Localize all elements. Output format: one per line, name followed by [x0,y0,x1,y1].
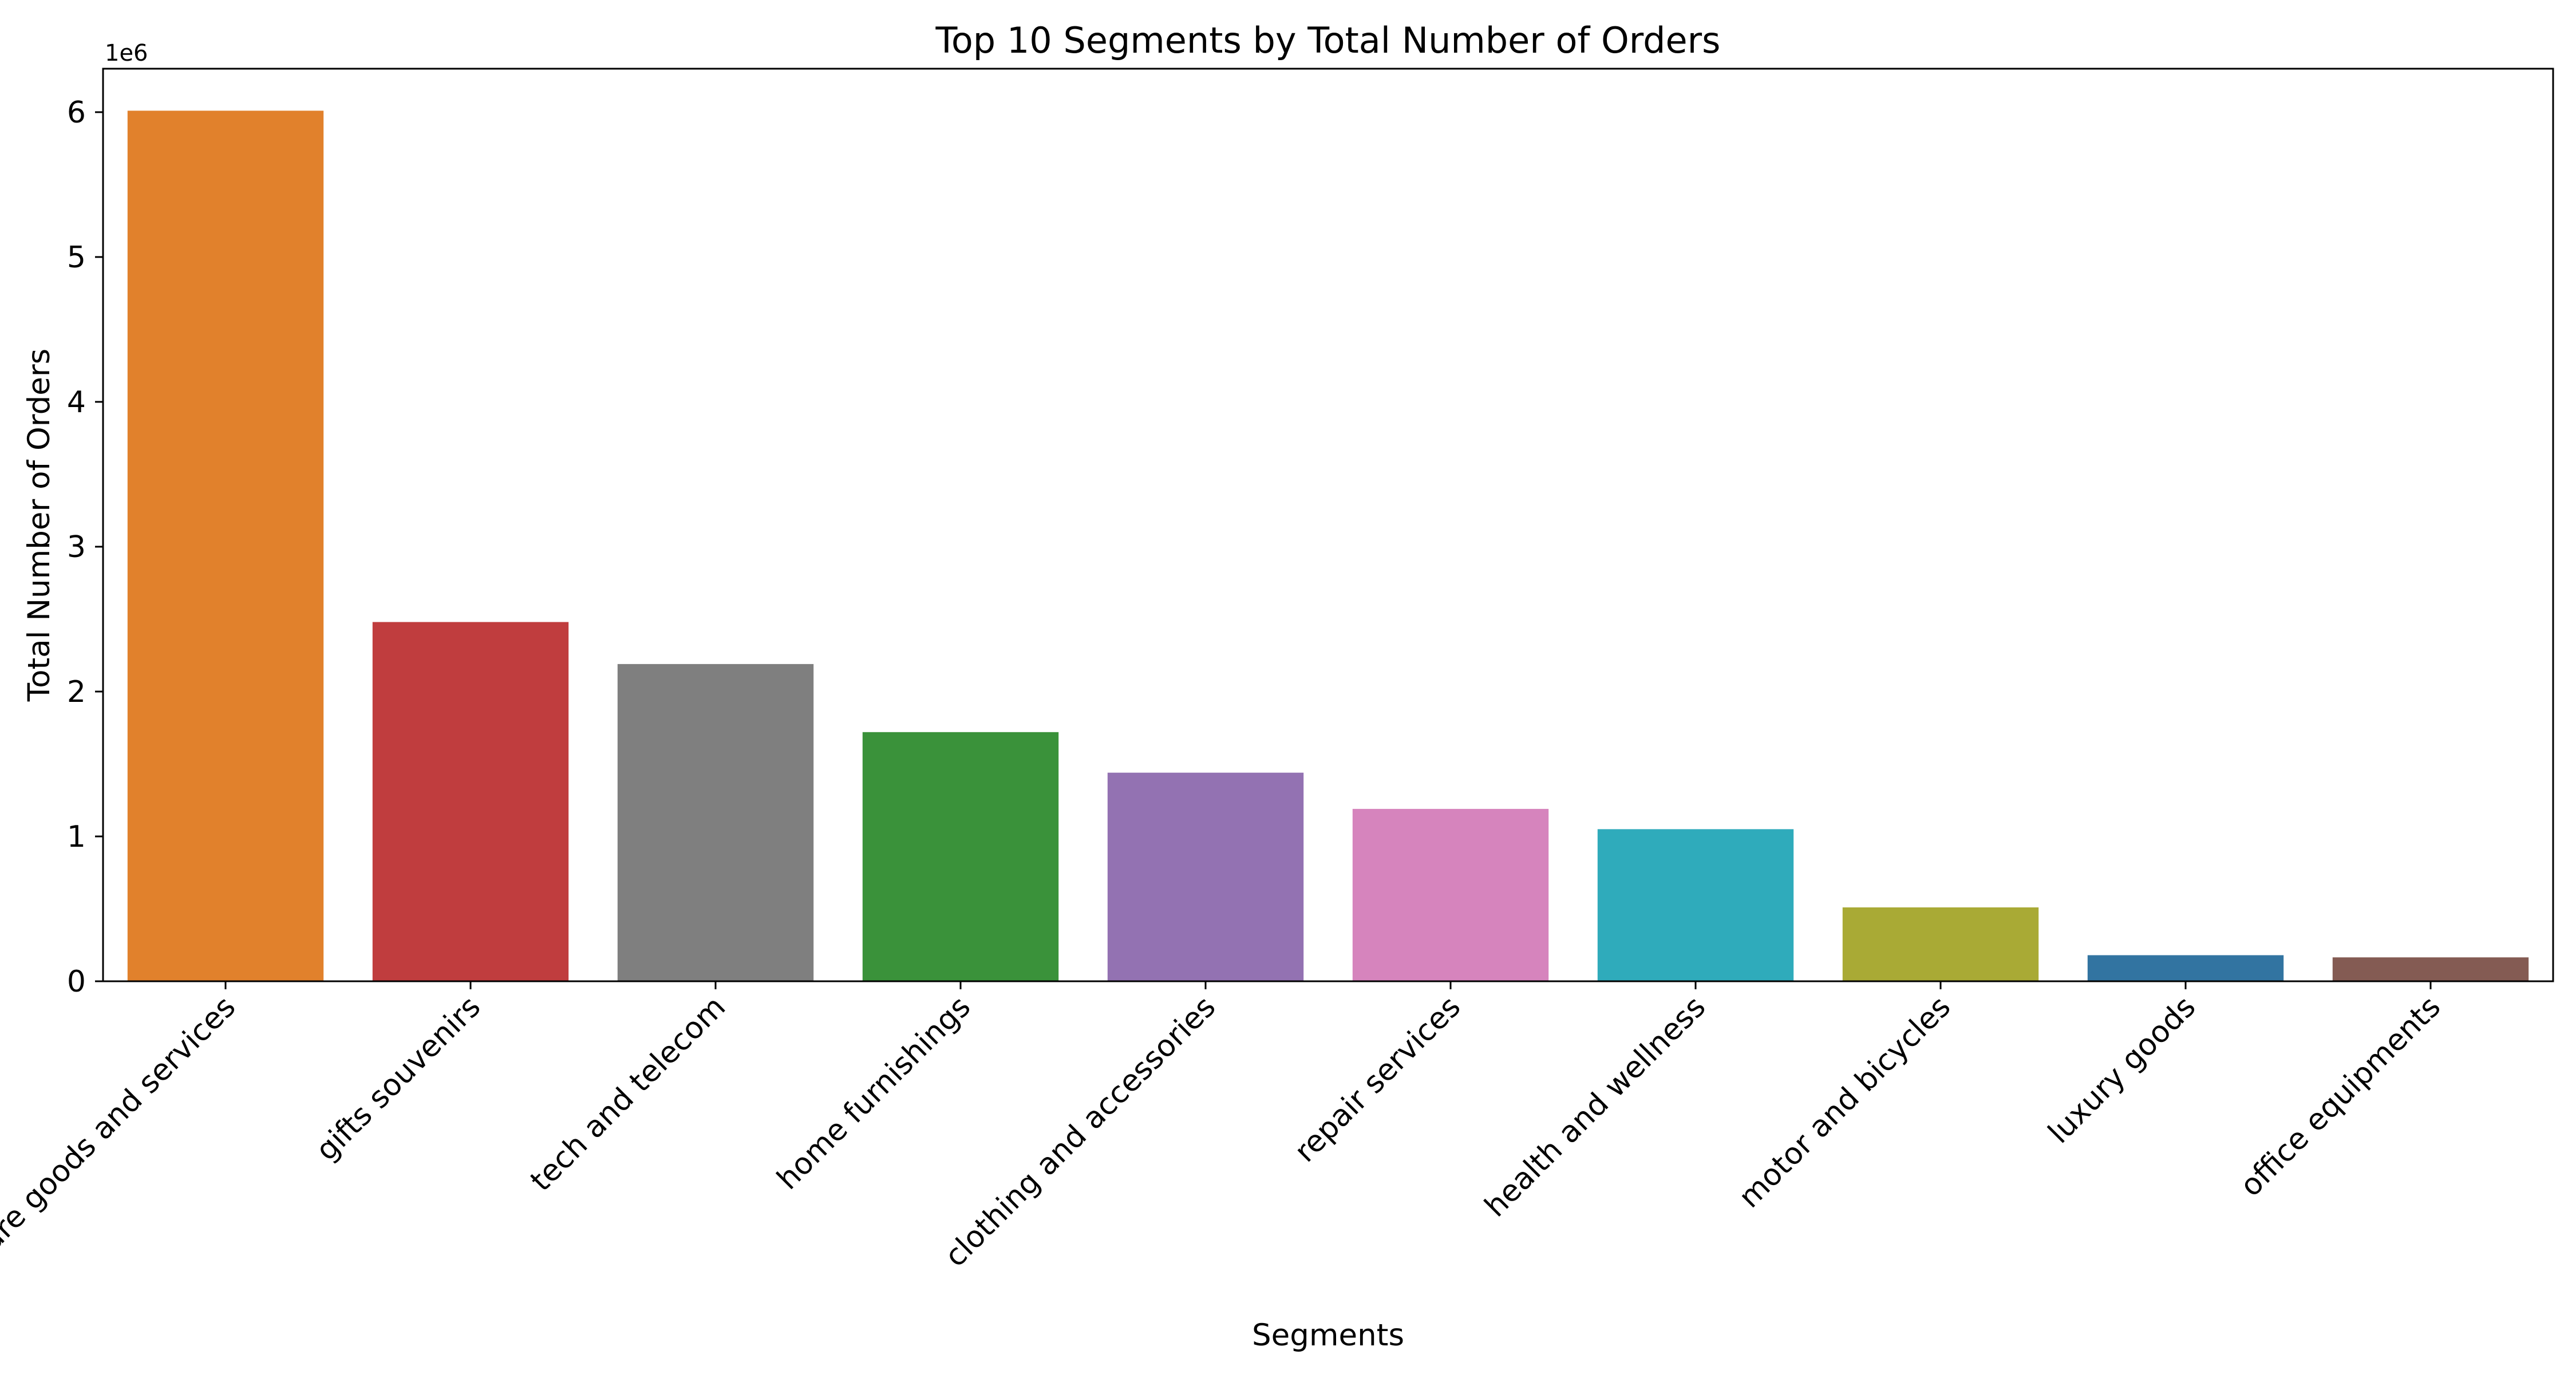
x-tick-label: repair services [1288,990,1467,1169]
y-axis-offset-label: 1e6 [105,40,148,66]
x-axis-ticks: leisure goods and services gifts souvenir… [0,981,2447,1294]
y-tick-label: 0 [67,965,86,999]
plot-frame [102,68,2554,982]
bar-leisure-goods-and-services [127,110,324,981]
x-tick-label: luxury goods [2042,990,2202,1150]
x-tick-label: motor and bicycles [1732,990,1957,1215]
bar-clothing-and-accessories [1107,772,1304,981]
x-axis-label: Segments [1252,1318,1404,1353]
bars-layer [127,110,2529,981]
x-tick-label: home furnishings [771,990,977,1197]
bar-gifts-souvenirs [372,622,569,981]
y-tick-label: 4 [67,385,86,420]
bar-luxury-goods [2087,955,2284,981]
y-axis-ticks: 0 1 2 3 4 5 6 [67,96,103,999]
y-tick-label: 3 [67,530,86,564]
x-tick-label: leisure goods and services [0,990,242,1294]
y-tick-label: 6 [67,96,86,130]
bar-health-and-wellness [1597,829,1794,981]
bar-repair-services [1352,808,1549,981]
bar-motor-and-bicycles [1842,907,2039,981]
x-tick-label: health and wellness [1478,990,1712,1224]
x-tick-label: office equipments [2234,990,2447,1203]
y-axis-label: Total Number of Orders [22,349,57,702]
y-tick-label: 5 [67,240,86,275]
y-tick-label: 1 [67,820,86,854]
x-tick-label: clothing and accessories [938,990,1222,1274]
bar-tech-and-telecom [617,664,814,981]
bar-home-furnishings [862,732,1059,981]
chart-title: Top 10 Segments by Total Number of Order… [935,19,1721,61]
y-tick-label: 2 [67,675,86,709]
x-tick-label: gifts souvenirs [310,990,488,1168]
bar-office-equipments [2332,957,2529,981]
x-tick-label: tech and telecom [524,990,732,1198]
